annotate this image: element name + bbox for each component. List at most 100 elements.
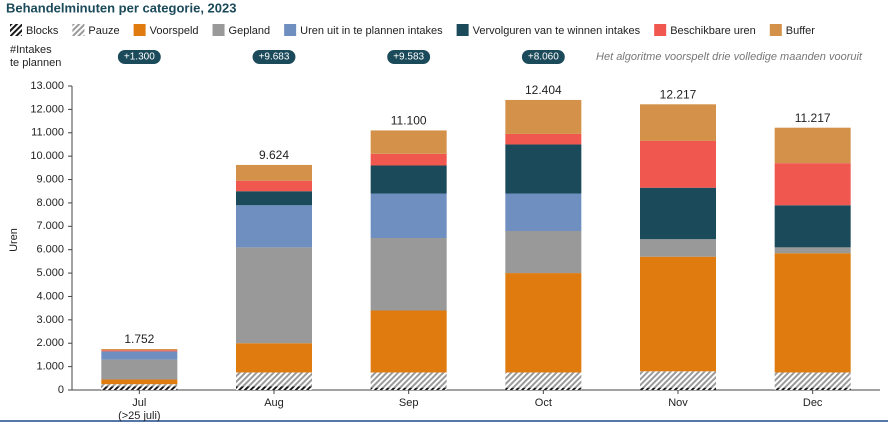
- intake-badge: +1.300: [117, 50, 161, 64]
- bar-segment: [640, 256, 716, 372]
- bar-segment: [370, 238, 447, 311]
- bar-segment: [505, 273, 582, 373]
- y-tick-label: 0: [58, 384, 64, 396]
- total-label: 11.217: [795, 111, 831, 125]
- chart-title: Behandelminuten per categorie, 2023: [6, 0, 236, 15]
- intake-label: #Intakes: [10, 44, 52, 56]
- intake-badge-label: +1.300: [124, 52, 155, 63]
- y-tick-label: 5.000: [36, 267, 64, 279]
- legend-swatch: [456, 24, 469, 36]
- legend-label: Beschikbare uren: [670, 25, 756, 37]
- x-tick-sublabel: (>25 juli): [118, 410, 161, 422]
- bar-segment: [774, 127, 851, 164]
- bar-segment: [774, 205, 851, 248]
- bar-segment: [640, 239, 716, 257]
- intake-badge-label: +9.683: [259, 52, 290, 63]
- bar-segment: [236, 386, 312, 390]
- x-tick-label: Dec: [803, 397, 823, 409]
- bar-segment: [774, 372, 851, 388]
- bar-segment: [640, 187, 716, 240]
- x-tick-label: Oct: [535, 397, 552, 409]
- legend-swatch: [212, 24, 225, 36]
- intake-badge: +9.583: [387, 50, 431, 64]
- bar-segment: [370, 165, 447, 194]
- legend-label: Buffer: [786, 25, 815, 37]
- bar-segment: [370, 310, 447, 373]
- bar-segment: [236, 343, 312, 373]
- x-tick-label: Nov: [668, 397, 688, 409]
- bar-segment: [640, 387, 716, 390]
- bar-segment: [370, 387, 447, 390]
- legend-label: Uren uit in te plannen intakes: [300, 25, 443, 37]
- legend-swatch: [284, 24, 297, 36]
- bar-segment: [370, 130, 447, 154]
- legend-swatch: [10, 24, 22, 36]
- bar-segment: [774, 253, 851, 373]
- legend-swatch: [769, 24, 782, 36]
- intake-badge-bg: [117, 50, 161, 64]
- y-tick-label: 7.000: [36, 220, 64, 232]
- x-tick-label: Sep: [399, 397, 419, 409]
- total-label: 9.624: [259, 148, 289, 162]
- y-tick-label: 6.000: [36, 244, 64, 256]
- legend-label: Vervolguren van te winnen intakes: [473, 25, 641, 37]
- bar-segment: [505, 387, 582, 390]
- bar-segment: [101, 386, 178, 390]
- bar-segment: [505, 230, 582, 274]
- bar-segment: [370, 193, 447, 238]
- bar-segment: [505, 133, 582, 145]
- bar-segment: [640, 140, 716, 188]
- total-label: 12.404: [525, 83, 562, 97]
- y-tick-label: 2.000: [36, 337, 64, 349]
- total-label: 11.100: [391, 114, 427, 128]
- legend-swatch: [72, 24, 85, 36]
- bar-segment: [370, 372, 447, 388]
- bar-segment: [505, 144, 582, 194]
- y-tick-label: 10.000: [30, 150, 64, 162]
- legend-swatch: [654, 24, 667, 36]
- legend-label: Blocks: [26, 25, 59, 37]
- intake-label: te plannen: [10, 57, 61, 69]
- bar-segment: [505, 193, 582, 231]
- x-tick-label: Jul: [132, 397, 146, 409]
- bar-segment: [370, 153, 447, 166]
- intake-badge-bg: [387, 50, 431, 64]
- intake-badge-bg: [252, 50, 296, 64]
- bar-segment: [236, 164, 312, 181]
- bar-segment: [236, 372, 312, 387]
- intake-badge: +9.683: [252, 50, 296, 64]
- intake-badge-bg: [521, 50, 565, 64]
- legend-label: Pauze: [88, 25, 119, 37]
- intake-badge: +8.060: [521, 50, 565, 64]
- intake-badge-label: +8.060: [528, 52, 559, 63]
- y-tick-label: 11.000: [31, 127, 64, 139]
- bar-segment: [774, 163, 851, 206]
- y-tick-label: 9.000: [36, 173, 64, 185]
- legend-swatch: [133, 24, 146, 36]
- x-tick-label: Aug: [264, 397, 284, 409]
- intake-badge-label: +9.583: [393, 52, 424, 63]
- bar-segment: [505, 372, 582, 388]
- bar-segment: [236, 247, 312, 344]
- y-tick-label: 4.000: [36, 290, 64, 302]
- total-label: 12.217: [660, 87, 697, 101]
- y-tick-label: 8.000: [36, 197, 64, 209]
- y-tick-label: 3.000: [36, 314, 64, 326]
- bar-segment: [236, 205, 312, 248]
- legend-label: Voorspeld: [150, 25, 199, 37]
- legend-label: Gepland: [229, 25, 271, 37]
- bar-segment: [101, 359, 178, 380]
- y-axis-label: Uren: [8, 228, 20, 252]
- bar-segment: [505, 99, 582, 134]
- bar-segment: [236, 191, 312, 206]
- bar-segment: [774, 247, 851, 254]
- bar-segment: [774, 387, 851, 390]
- bar-segment: [101, 349, 178, 351]
- intake-note: Het algoritme voorspelt drie volledige m…: [596, 51, 863, 63]
- bar-segment: [101, 384, 178, 387]
- y-tick-label: 13.000: [30, 80, 64, 92]
- bar-segment: [236, 180, 312, 192]
- y-tick-label: 12.000: [30, 103, 64, 115]
